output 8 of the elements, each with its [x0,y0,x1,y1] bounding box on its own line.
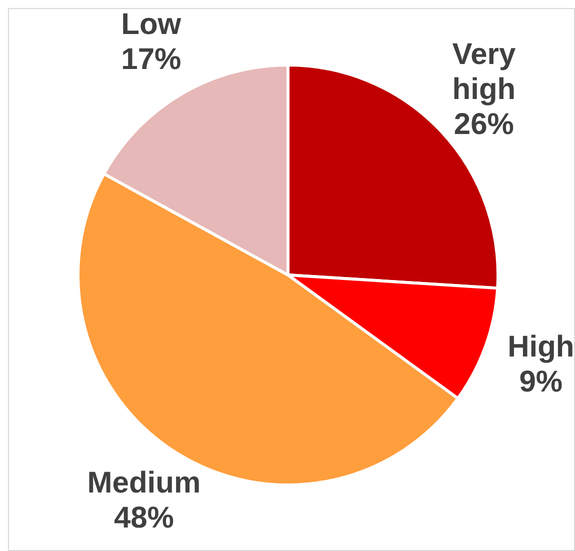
slice-label: Very high [452,38,516,106]
slice-label: Medium [87,466,201,500]
data-label: 9% [519,365,563,398]
data-label: 48% [114,501,174,534]
slice-label: Low [121,8,182,42]
data-label: 17% [121,43,182,76]
data-label: 26% [454,108,514,141]
slice-label: High [508,330,574,364]
